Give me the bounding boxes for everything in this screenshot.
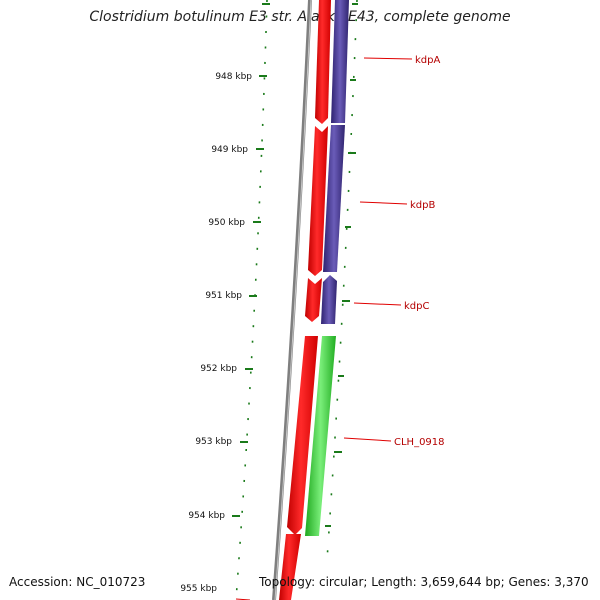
gene-label-CLH_0918[interactable]: CLH_0918 bbox=[394, 437, 445, 448]
cds-feature[interactable] bbox=[287, 336, 318, 535]
kdp-operon-track bbox=[321, 0, 349, 324]
tick-label: 948 kbp bbox=[215, 72, 252, 82]
tick-label: 953 kbp bbox=[195, 437, 232, 447]
gene-kdpC-feature[interactable] bbox=[321, 275, 337, 324]
leader-line bbox=[363, 57, 413, 60]
cds-feature[interactable] bbox=[279, 534, 301, 600]
cds-track bbox=[279, 0, 331, 600]
tick-label: 954 kbp bbox=[188, 511, 225, 521]
tick-labels: 948 kbp 949 kbp 950 kbp 951 kbp 952 kbp … bbox=[180, 72, 252, 594]
gene-label-kdpB[interactable]: kdpB bbox=[410, 200, 435, 211]
backbone-highlight bbox=[274, 0, 312, 600]
cds-feature[interactable] bbox=[315, 0, 331, 124]
tick-label: 952 kbp bbox=[200, 364, 237, 374]
cds-feature[interactable] bbox=[305, 278, 322, 322]
tick-label: 951 kbp bbox=[205, 291, 242, 301]
genome-summary-text: Topology: circular; Length: 3,659,644 bp… bbox=[259, 575, 589, 589]
outer-ticks bbox=[325, 3, 358, 527]
gene-label-kdpA[interactable]: kdpA bbox=[415, 55, 440, 66]
gene-kdpB-feature[interactable] bbox=[323, 125, 345, 272]
tick-label: 950 kbp bbox=[208, 218, 245, 228]
leader-line bbox=[353, 302, 402, 306]
accession-text: Accession: NC_010723 bbox=[9, 575, 146, 589]
tick-label: 949 kbp bbox=[211, 145, 248, 155]
map-title: Clostridium botulinum E3 str. Alaska E43… bbox=[89, 9, 511, 25]
gene-kdpA-feature[interactable] bbox=[331, 0, 349, 123]
cds-feature[interactable] bbox=[308, 126, 328, 276]
leader-line bbox=[359, 201, 408, 205]
gene-CLH_0918-feature[interactable] bbox=[305, 336, 336, 536]
tick-label: 955 kbp bbox=[180, 584, 217, 594]
backbone-ring bbox=[272, 0, 312, 600]
major-ticks bbox=[232, 3, 270, 517]
gene-label-kdpC[interactable]: kdpC bbox=[404, 301, 429, 312]
leader-line bbox=[343, 437, 392, 442]
